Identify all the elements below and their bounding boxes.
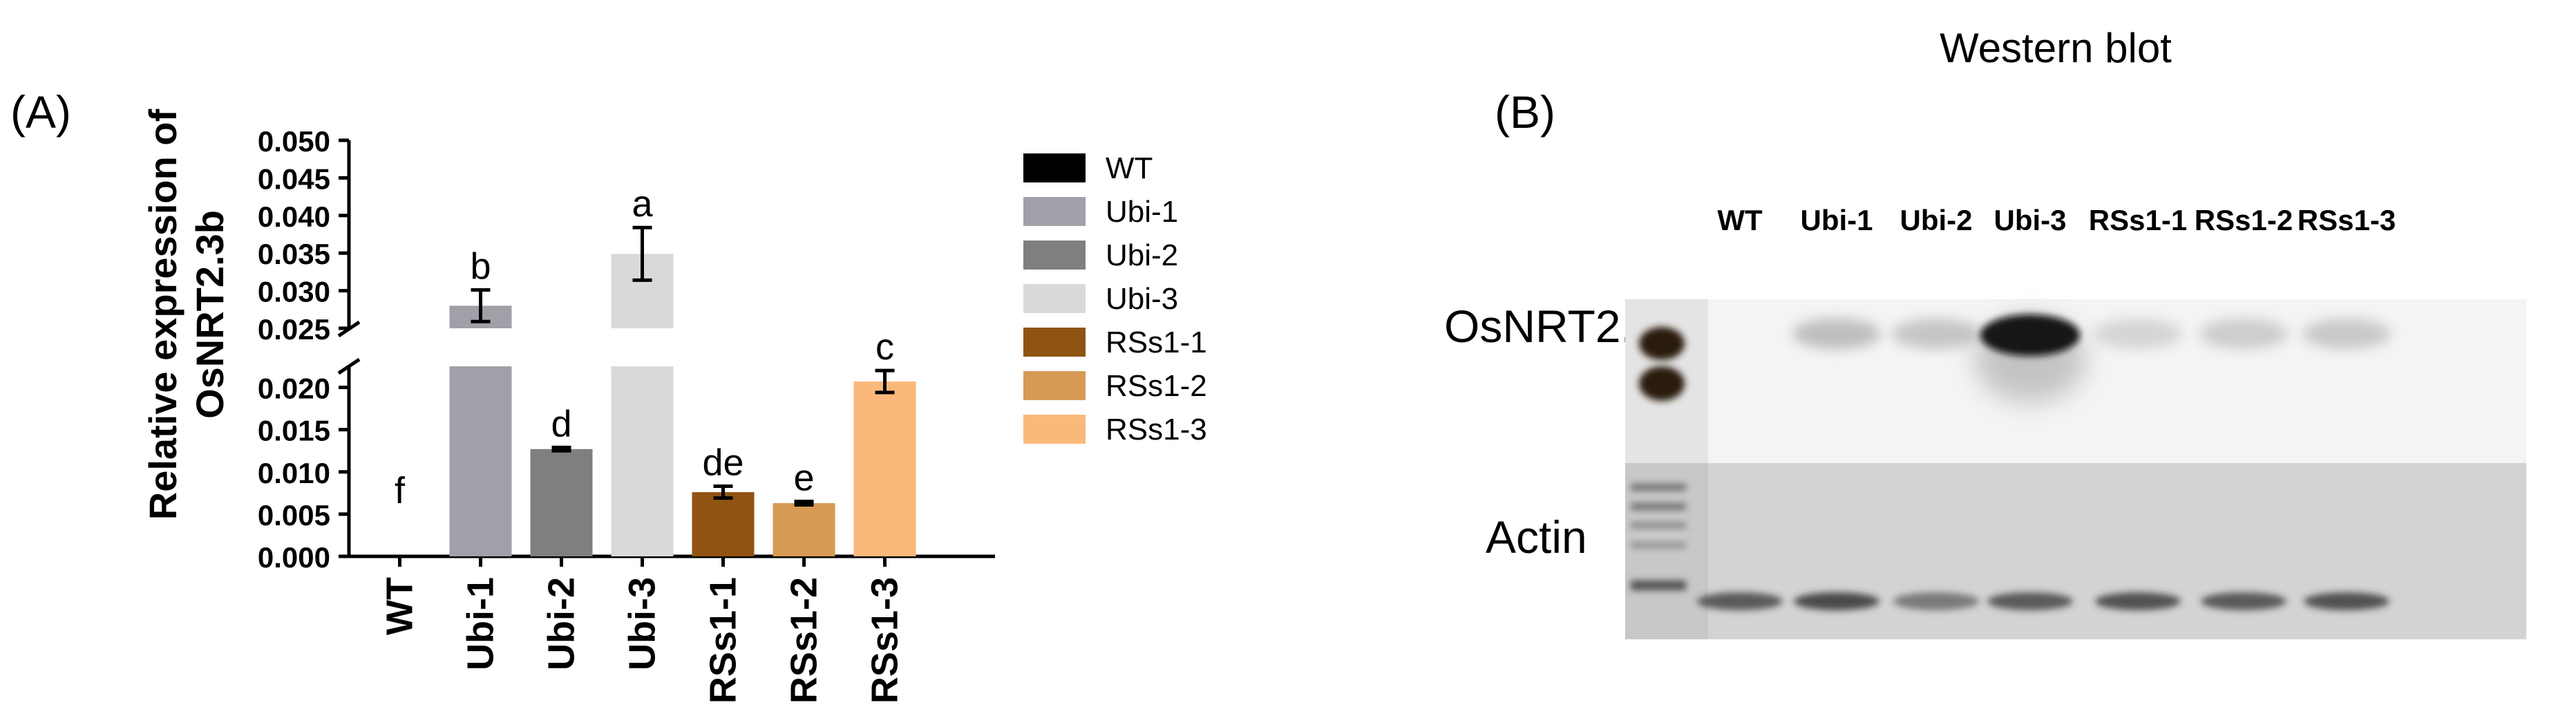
blot-band-actin-Ubi-2 xyxy=(1893,592,1979,610)
lane-label-WT: WT xyxy=(1717,204,1763,236)
x-tick-label-group: RSs1-3 xyxy=(864,577,906,704)
y-tick-label: 0.030 xyxy=(258,276,330,308)
x-tick-label: RSs1-1 xyxy=(703,577,744,704)
western-blot-title: Western blot xyxy=(1940,25,2172,71)
panel-a-chart: (A) Relative expression of OsNRT2.3b 0.0… xyxy=(10,86,1207,704)
legend-swatch-RSs1-3 xyxy=(1023,415,1086,444)
lane-label-Ubi-3: Ubi-3 xyxy=(1994,204,2067,236)
x-tick-label-group: Ubi-1 xyxy=(460,577,502,670)
lane-label-RSs1-1: RSs1-1 xyxy=(2089,204,2187,236)
significance-letter-WT: f xyxy=(395,470,406,511)
ladder-band-actin-2 xyxy=(1631,503,1686,510)
legend-label-RSs1-2: RSs1-2 xyxy=(1106,369,1207,403)
y-tick-label: 0.035 xyxy=(258,238,330,270)
ladder-strip-actin xyxy=(1625,463,1708,639)
panel-a-label: (A) xyxy=(10,86,71,138)
lane-labels: WT Ubi-1 Ubi-2 Ubi-3 RSs1-1 RSs1-2 RSs1-3 xyxy=(1717,204,2396,236)
bar-Ubi-2 xyxy=(530,449,593,556)
ladder-markers xyxy=(1631,327,1686,590)
significance-letter-Ubi-2: d xyxy=(551,403,571,444)
x-tick-label-group: RSs1-1 xyxy=(703,577,744,704)
legend-swatch-Ubi-2 xyxy=(1023,241,1086,270)
legend-swatch-RSs1-1 xyxy=(1023,328,1086,357)
y-axis-label: Relative expression of OsNRT2.3b xyxy=(141,109,231,520)
legend-swatch-WT xyxy=(1023,153,1086,182)
significance-letter-Ubi-3: a xyxy=(632,183,653,225)
significance-letter-RSs1-3: c xyxy=(875,326,894,368)
x-tick-label: Ubi-3 xyxy=(622,577,663,670)
y-tick-label: 0.020 xyxy=(258,373,330,405)
bar-RSs1-1 xyxy=(692,492,755,556)
blot-band-actin-Ubi-3 xyxy=(1987,592,2073,610)
x-tick-label-group: RSs1-2 xyxy=(784,577,825,704)
blot-band-osnrt-RSs1-2 xyxy=(2199,319,2288,349)
blot-band-actin-WT xyxy=(1697,592,1783,610)
legend-swatch-Ubi-1 xyxy=(1023,197,1086,226)
blot-band-osnrt-RSs1-3 xyxy=(2302,319,2391,349)
lane-label-Ubi-2: Ubi-2 xyxy=(1900,204,1973,236)
legend-label-WT: WT xyxy=(1106,151,1153,185)
x-axis-tick-labels: WT Ubi-1 Ubi-2 Ubi-3 RSs1-1 RSs1-2 RSs1-3 xyxy=(379,556,906,704)
x-tick-label-group: Ubi-3 xyxy=(622,577,663,670)
significance-letter-RSs1-2: e xyxy=(793,458,814,499)
legend-swatch-RSs1-2 xyxy=(1023,371,1086,400)
x-tick-label: WT xyxy=(379,577,421,635)
legend-label-Ubi-2: Ubi-2 xyxy=(1106,238,1178,272)
blot-band-osnrt-Ubi-2 xyxy=(1892,319,1980,349)
legend-swatch-Ubi-3 xyxy=(1023,284,1086,313)
x-tick-label-group: WT xyxy=(379,577,421,635)
y-tick-label: 0.040 xyxy=(258,200,330,233)
y-axis-label-line2: OsNRT2.3b xyxy=(188,210,231,419)
ladder-band-actin-3 xyxy=(1631,522,1686,528)
y-axis-label-line1: Relative expression of xyxy=(141,109,184,520)
row-label-actin: Actin xyxy=(1486,511,1587,563)
y-tick-label: 0.050 xyxy=(258,125,330,158)
legend-label-RSs1-3: RSs1-3 xyxy=(1106,413,1207,446)
legend-label-RSs1-1: RSs1-1 xyxy=(1106,326,1207,359)
x-tick-label-group: Ubi-2 xyxy=(541,577,583,670)
ladder-band-actin-1 xyxy=(1631,484,1686,491)
y-tick-label: 0.015 xyxy=(258,415,330,447)
axis-break-mark-lower xyxy=(337,357,361,375)
bar-RSs1-2 xyxy=(773,503,835,556)
blot-band-actin-RSs1-1 xyxy=(2095,592,2181,610)
lane-label-RSs1-2: RSs1-2 xyxy=(2195,204,2293,236)
y-tick-label: 0.045 xyxy=(258,162,330,195)
ladder-band-actin-4 xyxy=(1631,543,1686,548)
y-axis-ticks: 0.000 0.005 0.010 0.015 0.020 0.025 0.030 0.035… xyxy=(258,125,349,574)
legend: WT Ubi-1 Ubi-2 Ubi-3 RSs1-1 RSs1-2 RSs1-3 xyxy=(1023,151,1207,446)
significance-letter-RSs1-1: de xyxy=(702,442,744,484)
panel-b-western-blot: Western blot (B) WT Ubi-1 Ubi-2 Ubi-3 RSs1-1… xyxy=(1444,25,2526,639)
panel-b-label: (B) xyxy=(1495,86,1555,138)
y-tick-label: 0.000 xyxy=(258,541,330,574)
bar-RSs1-3 xyxy=(853,382,916,556)
ladder-band-osnrt-bottom xyxy=(1639,366,1685,401)
legend-label-Ubi-1: Ubi-1 xyxy=(1106,195,1178,229)
bars: f b d a de e c xyxy=(395,183,916,556)
blot-band-actin-Ubi-1 xyxy=(1794,592,1879,610)
x-tick-label: Ubi-1 xyxy=(460,577,502,670)
blot-bands xyxy=(1697,314,2391,610)
blot-membrane-actin xyxy=(1625,463,2526,639)
legend-label-Ubi-3: Ubi-3 xyxy=(1106,282,1178,316)
bar-Ubi-1-lower xyxy=(449,366,512,556)
blot-band-osnrt-Ubi-3 xyxy=(1980,314,2080,356)
y-tick-label: 0.025 xyxy=(258,313,330,346)
y-tick-label: 0.005 xyxy=(258,499,330,531)
y-tick-label: 0.010 xyxy=(258,457,330,489)
blot-band-actin-RSs1-3 xyxy=(2304,592,2389,610)
significance-letter-Ubi-1: b xyxy=(470,246,491,288)
blot-band-actin-RSs1-2 xyxy=(2201,592,2286,610)
blot-band-osnrt-RSs1-1 xyxy=(2094,319,2182,349)
lane-label-Ubi-1: Ubi-1 xyxy=(1801,204,1873,236)
lane-label-RSs1-3: RSs1-3 xyxy=(2298,204,2396,236)
x-tick-label: Ubi-2 xyxy=(541,577,583,670)
x-tick-label: RSs1-3 xyxy=(864,577,906,704)
x-tick-label: RSs1-2 xyxy=(784,577,825,704)
blot-band-osnrt-Ubi-1 xyxy=(1792,319,1881,349)
ladder-band-osnrt-top xyxy=(1639,327,1685,360)
bar-Ubi-3-lower xyxy=(611,366,674,556)
ladder-band-actin-5 xyxy=(1631,581,1686,590)
